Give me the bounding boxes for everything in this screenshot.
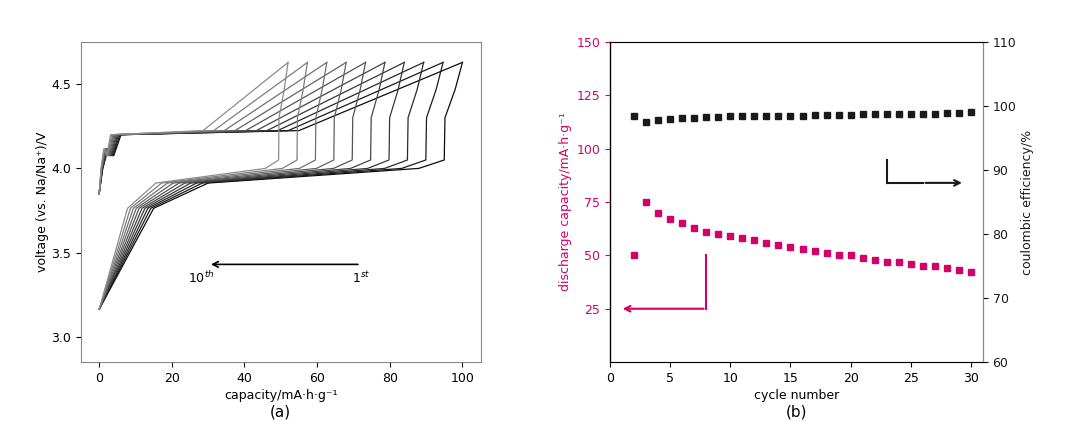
X-axis label: cycle number: cycle number: [754, 389, 839, 402]
Text: $10^{th}$: $10^{th}$: [188, 270, 214, 286]
Text: $1^{st}$: $1^{st}$: [352, 270, 369, 286]
Y-axis label: voltage (vs. Na/Na⁺)/V: voltage (vs. Na/Na⁺)/V: [36, 132, 49, 272]
X-axis label: capacity/mA·h·g⁻¹: capacity/mA·h·g⁻¹: [224, 389, 338, 402]
Text: (a): (a): [270, 405, 292, 419]
Y-axis label: coulombic efficiency/%: coulombic efficiency/%: [1021, 130, 1034, 274]
Y-axis label: discharge capacity/mA·h·g⁻¹: discharge capacity/mA·h·g⁻¹: [559, 113, 572, 291]
Text: (b): (b): [786, 405, 807, 419]
